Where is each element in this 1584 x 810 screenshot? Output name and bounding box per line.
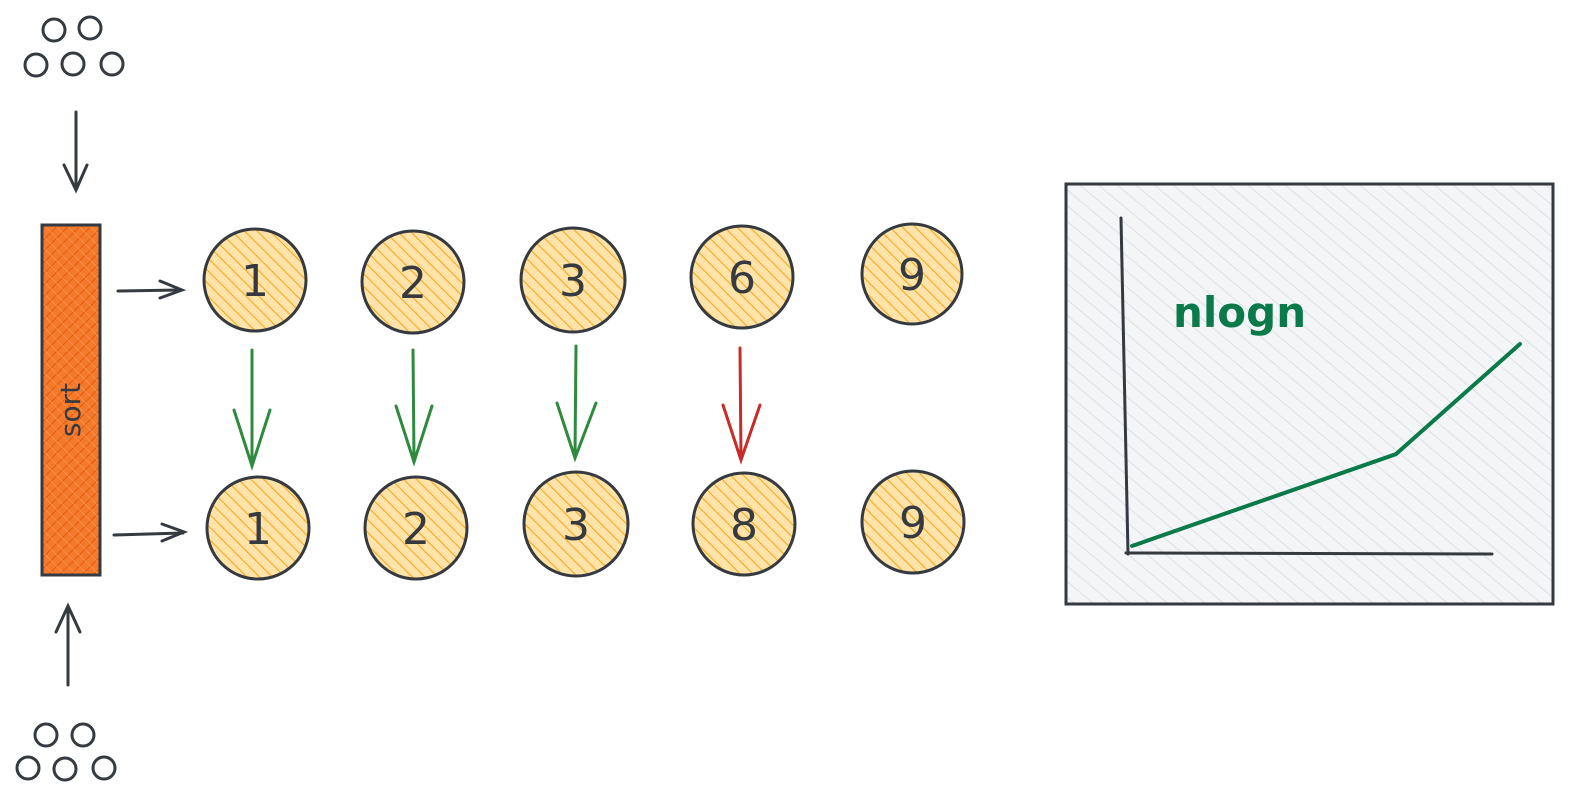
pile-circle (70, 722, 96, 748)
node-circle (363, 475, 469, 581)
node: 9 (860, 222, 964, 326)
comparison-arrow-mismatch (721, 346, 762, 465)
node: 9 (860, 469, 966, 575)
node-circle (360, 229, 466, 335)
node-circle (205, 475, 311, 581)
node: 6 (689, 224, 795, 330)
series-line-nlogn (1130, 342, 1522, 548)
pile-circle (91, 755, 117, 781)
pile-circle (33, 722, 59, 748)
node: 8 (691, 471, 797, 577)
node: 2 (363, 475, 469, 581)
node-circle (691, 471, 797, 577)
x-axis (1124, 551, 1494, 556)
node-value: 1 (244, 504, 272, 555)
node-value: 2 (402, 504, 430, 555)
top-row: 1 2 3 6 9 (202, 222, 964, 335)
node-value: 9 (899, 498, 927, 549)
node: 1 (202, 227, 308, 333)
chart-axes (1119, 216, 1494, 556)
node: 3 (522, 470, 630, 578)
sort-label: sort (54, 383, 87, 437)
chart-title: nlogn (1173, 288, 1306, 337)
input-pile-bottom (15, 722, 117, 782)
node-value: 3 (559, 256, 587, 307)
bottom-row: 1 2 3 8 9 (205, 469, 966, 581)
arrow-sort-to-bottom-row (112, 522, 189, 543)
node-value: 2 (399, 258, 427, 309)
node-value: 1 (241, 256, 269, 307)
pile-circle (52, 756, 78, 782)
pile-circle (99, 51, 125, 77)
complexity-chart: nlogn (1064, 182, 1555, 606)
comparison-arrows (232, 344, 762, 471)
arrow-sort-to-top-row (116, 279, 187, 300)
pile-circle (15, 755, 41, 781)
pile-circle (60, 51, 86, 77)
node: 2 (360, 229, 466, 335)
arrow-pile-to-sort-top (62, 110, 89, 194)
comparison-arrow-match (232, 348, 272, 471)
node-value: 8 (730, 500, 758, 551)
node-value: 3 (562, 500, 590, 551)
chart-series (1130, 342, 1522, 548)
comparison-arrow-match (394, 348, 434, 467)
sort-bar: sort (40, 223, 102, 577)
node-circle (860, 222, 964, 326)
node-circle (522, 470, 630, 578)
node: 1 (205, 475, 311, 581)
node: 3 (519, 226, 627, 334)
pile-circle (77, 15, 103, 41)
comparison-arrow-match (555, 344, 598, 463)
arrow-pile-to-sort-bottom (54, 602, 82, 687)
chart-panel (1064, 182, 1555, 606)
node-value: 9 (898, 250, 926, 301)
pile-circle (41, 17, 67, 43)
pile-circle (23, 52, 49, 78)
y-axis (1119, 216, 1130, 556)
node-circle (202, 227, 308, 333)
node-circle (519, 226, 627, 334)
sort-bar-body (40, 223, 102, 577)
node-circle (689, 224, 795, 330)
input-pile-top (23, 15, 125, 78)
node-value: 6 (728, 253, 756, 304)
node-circle (860, 469, 966, 575)
